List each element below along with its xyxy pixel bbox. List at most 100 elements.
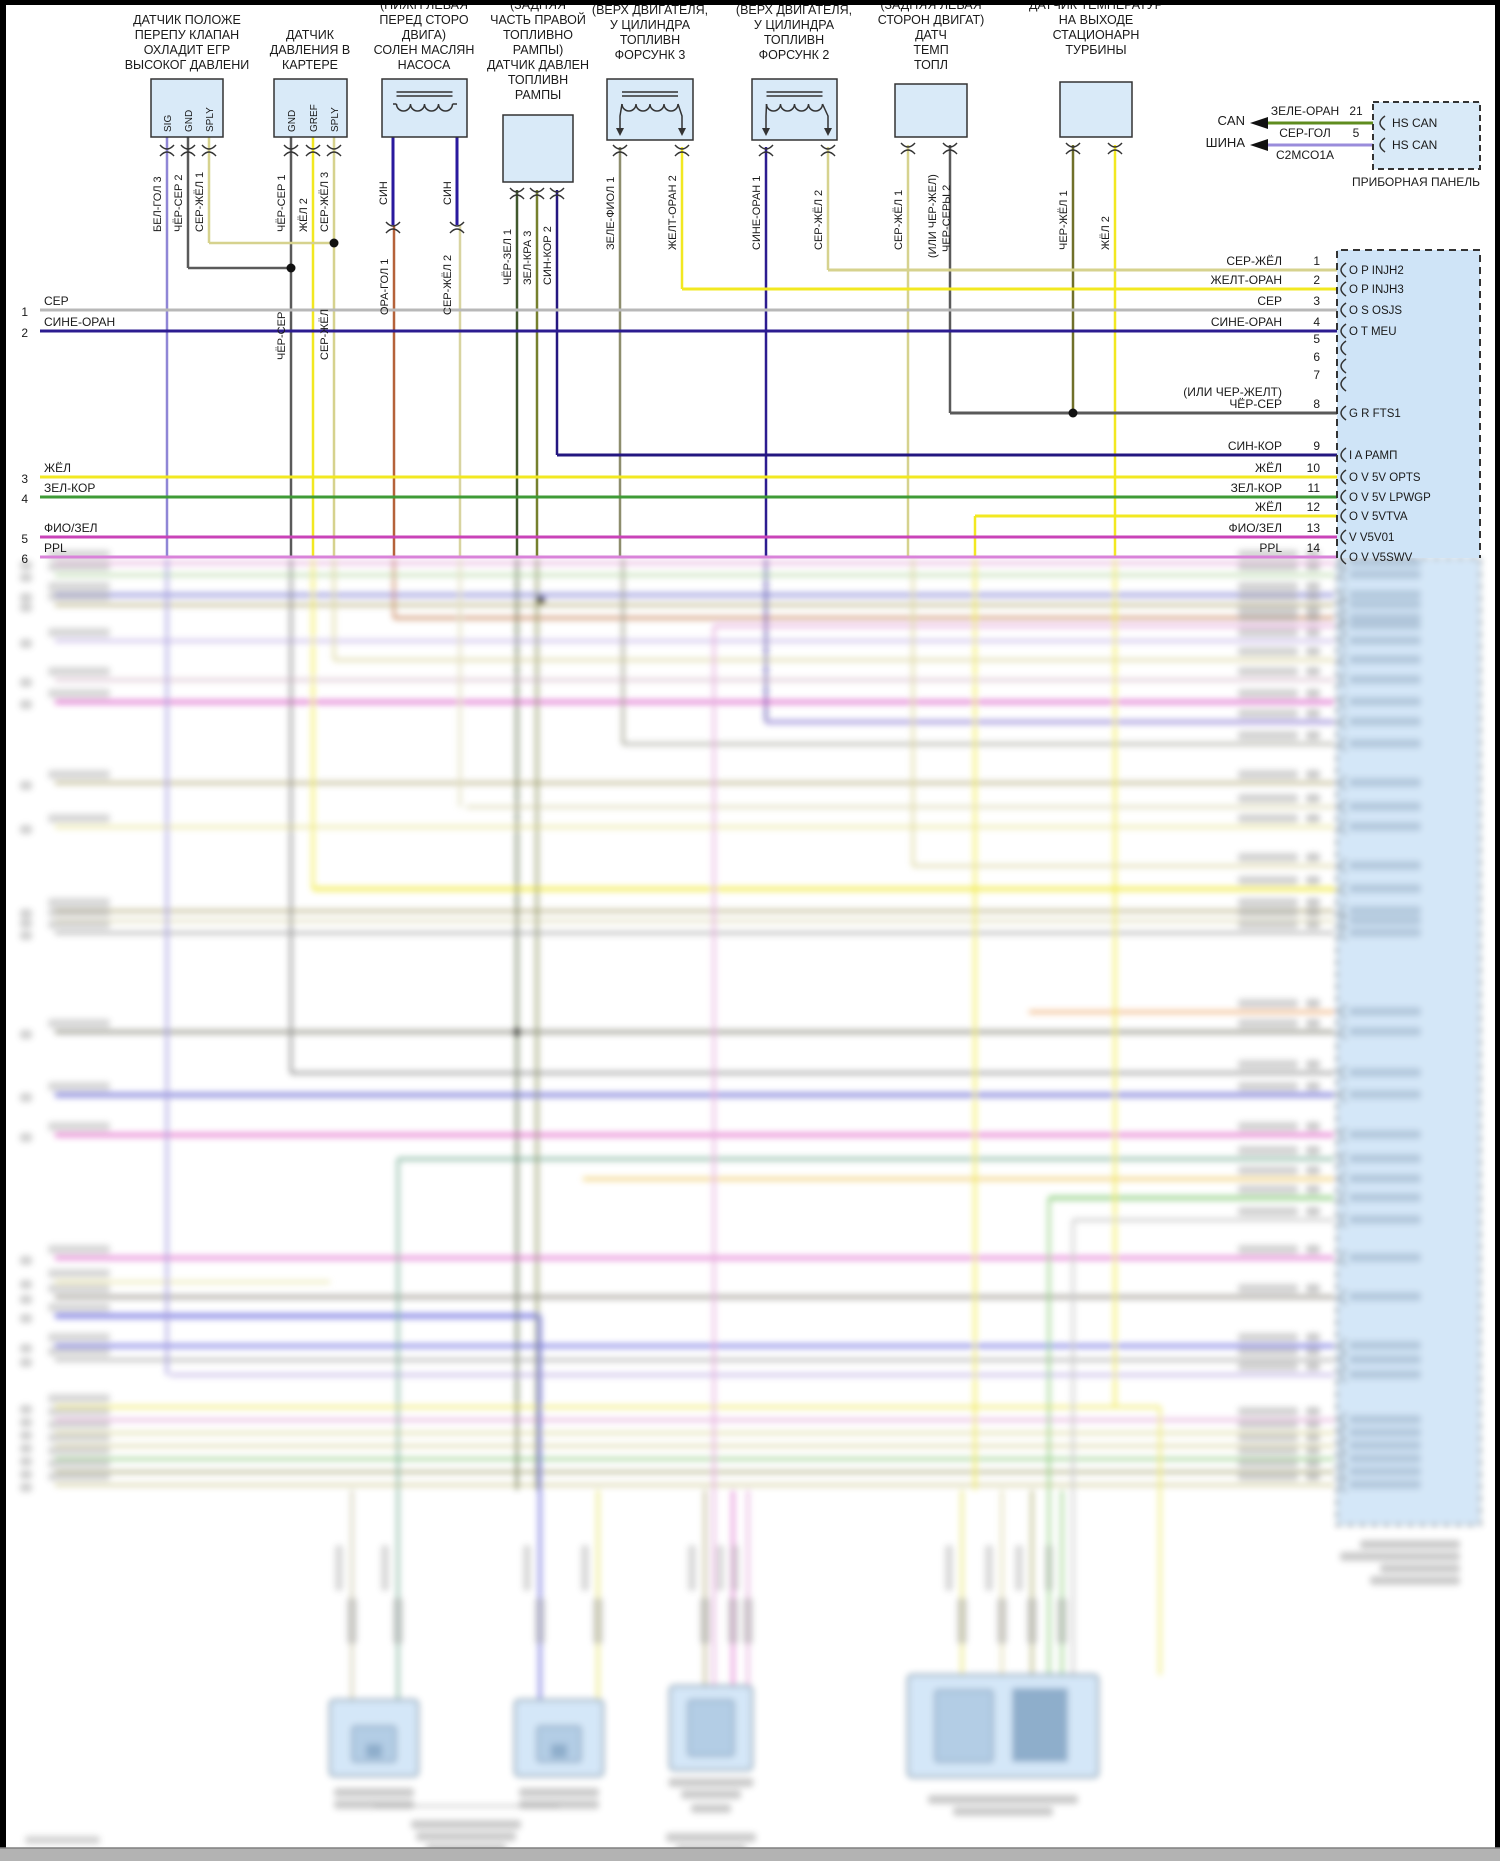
sensor-caption: СОЛЕН МАСЛЯН	[374, 43, 475, 57]
sensor-caption: ОХЛАДИТ ЕГР	[144, 43, 230, 57]
wire-label-blob	[1238, 1333, 1298, 1342]
ecu-pin-number: 9	[1313, 439, 1320, 453]
row-number-blob	[20, 1405, 32, 1414]
row-number-blob	[20, 573, 32, 582]
corner-text-blob	[25, 1836, 100, 1844]
ecu-pin-wire-label: ЗЕЛ-КОР	[1231, 481, 1282, 495]
wire-break-arc	[1065, 149, 1081, 155]
wire-break-arc	[305, 151, 321, 157]
wire-break-arc	[1065, 142, 1081, 148]
wire-break-arc	[509, 194, 525, 200]
sensor-caption: НАСОСА	[398, 58, 451, 72]
wire-label-blob	[48, 1407, 110, 1416]
ecu-pin-signal: O V 5V LPWGP	[1349, 492, 1431, 504]
wire-break-arc	[326, 151, 342, 157]
pin-arc	[1340, 549, 1347, 565]
ecu-pin-number: 13	[1307, 521, 1321, 535]
pin-arc	[1340, 1477, 1347, 1493]
wire-label-blob	[1238, 1446, 1298, 1455]
connector-caption-blob	[681, 1790, 741, 1799]
wire-label-blob	[1238, 667, 1298, 676]
sensor-caption: ДАТЧИК	[286, 28, 335, 42]
left-arrow-icon	[1250, 117, 1268, 129]
coil-winding	[395, 103, 454, 112]
pin-arc	[1340, 610, 1347, 626]
ecu-signal-blob	[1349, 1253, 1421, 1262]
ecu-signal-blob	[1349, 1068, 1421, 1077]
ecu-signal-blob	[1349, 778, 1421, 787]
coil-winding	[621, 103, 679, 112]
wire-color-label: ЧЁР-ЗЕЛ 1	[502, 229, 514, 285]
ecu-signal-blob	[1349, 636, 1421, 645]
ecu-signal-blob	[1349, 570, 1421, 579]
wire-label-blob	[48, 562, 110, 571]
sensor-caption: ПЕРЕПУ КЛАПАН	[135, 28, 239, 42]
row-number-blob	[20, 1344, 32, 1353]
pin-number-blob	[1306, 1122, 1320, 1131]
down-arrow-icon	[824, 128, 832, 136]
pin-arc	[1340, 1024, 1347, 1040]
ecu-signal-blob	[1349, 1007, 1421, 1016]
ecu-pin-number: 6	[1313, 350, 1320, 364]
ecu-pin-wire-label: ЖЁЛ	[1255, 500, 1282, 514]
pin-number-blob	[1306, 853, 1320, 862]
sensor-caption: ТОПЛИВНО	[503, 28, 573, 42]
ecu-signal-blob	[1349, 1480, 1421, 1489]
injector-leg	[677, 103, 683, 128]
wire-label-blob	[1238, 1245, 1298, 1254]
wire-break-arc	[942, 142, 958, 148]
sensor-caption: ПЕРЕД СТОРО	[379, 13, 468, 27]
ecu-signal-blob	[1349, 802, 1421, 811]
sensor-caption: РАМПЫ)	[513, 43, 563, 57]
pin-arc	[1340, 1065, 1347, 1081]
wire-break-arc	[942, 149, 958, 155]
wire-label-blob	[48, 667, 110, 676]
injector-leg	[765, 103, 768, 128]
pin-number-blob	[1306, 628, 1320, 637]
pin-number-blob	[1306, 1333, 1320, 1342]
pin-arc	[1340, 1451, 1347, 1467]
connector-stub-blob	[700, 1598, 710, 1644]
pin-arc	[1340, 1464, 1347, 1480]
wire-label-blob	[48, 1433, 110, 1442]
connector-caption-blob	[691, 1804, 731, 1813]
wire-color-label: СИН-КОР 2	[542, 226, 554, 285]
wire-label-blob	[48, 1303, 110, 1312]
pin-arc	[1340, 302, 1347, 318]
wire-label-blob	[335, 1545, 343, 1591]
ecu-signal-blob	[1349, 1355, 1421, 1364]
ecu-pin-signal: O P INJH3	[1349, 284, 1404, 296]
wire-label-blob	[1238, 582, 1298, 591]
wire-label-blob	[48, 1284, 110, 1293]
connector-caption-blob	[519, 1788, 599, 1797]
wire-label-blob	[48, 908, 110, 917]
pin-number-blob	[1306, 1019, 1320, 1028]
wire-label-blob	[1238, 1122, 1298, 1131]
ecu-pin-number: 2	[1313, 273, 1320, 287]
wire-label-blob	[48, 1019, 110, 1028]
pin-number-blob	[1306, 647, 1320, 656]
pin-arc	[1340, 1338, 1347, 1354]
ecu-pin-wire-label: ФИО/ЗЕЛ	[1228, 521, 1282, 535]
instrument-panel-label: ПРИБОРНАЯ ПАНЕЛЬ	[1352, 175, 1480, 189]
connector-caption-blob	[519, 1800, 599, 1809]
pin-arc	[1340, 358, 1347, 374]
pin-arc	[1340, 1004, 1347, 1020]
pin-number-blob	[1306, 1420, 1320, 1429]
wire-color-label: (ИЛИ ЧЕР-ЖЕЛ)	[927, 174, 939, 258]
pin-arc	[1340, 1151, 1347, 1167]
wire-break-arc	[180, 144, 196, 150]
pin-number-blob	[1306, 1146, 1320, 1155]
row-number-blob	[20, 909, 32, 918]
row-number: 2	[21, 326, 28, 340]
wire-color-label: ЗЕЛ-КРА 3	[522, 231, 534, 285]
wire-label-blob	[1238, 628, 1298, 637]
row-number-blob	[20, 781, 32, 790]
sensor-pin-label: SPLY	[330, 107, 341, 132]
pin-arc	[1340, 323, 1347, 339]
sensor-caption: У ЦИЛИНДРА	[754, 18, 835, 32]
can-wire-label: ЗЕЛЕ-ОРАН	[1271, 104, 1339, 118]
sensor-caption: ФОРСУНК 3	[615, 48, 686, 62]
